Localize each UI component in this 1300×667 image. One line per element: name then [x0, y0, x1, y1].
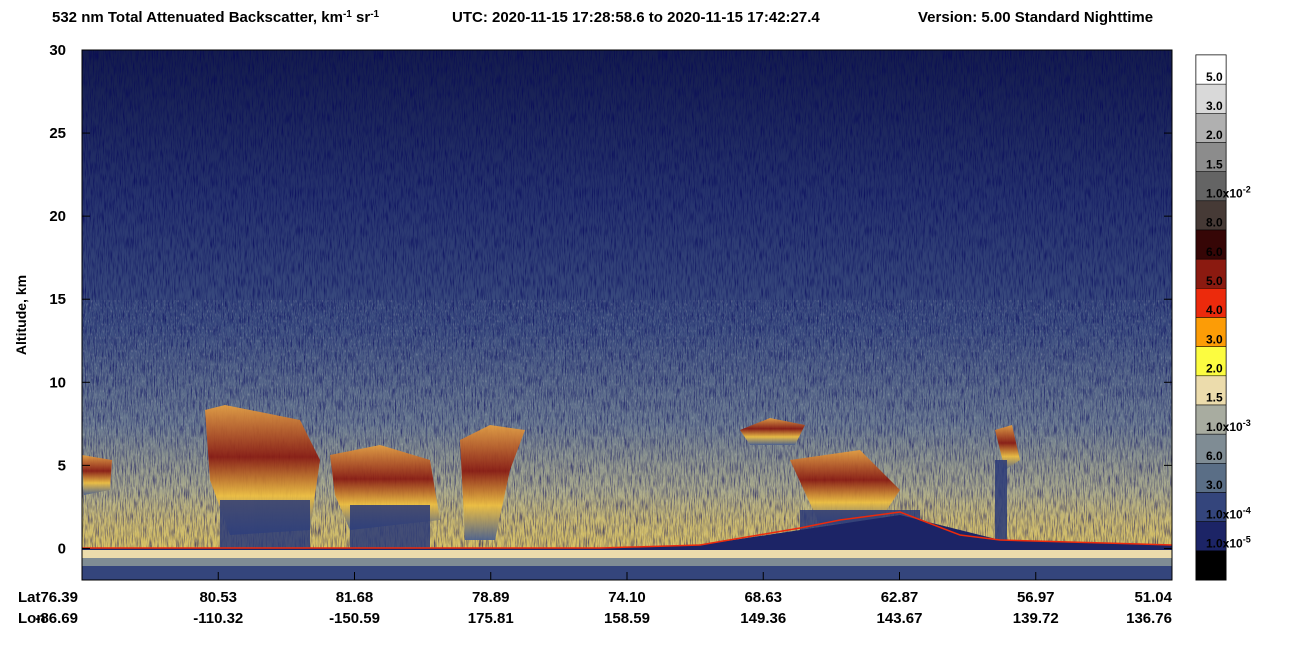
y-tick-label: 25	[49, 125, 66, 142]
x-row-label: Lon	[18, 610, 46, 627]
chart-title: 532 nm Total Attenuated Backscatter, km-…	[52, 9, 380, 27]
y-tick-label: 15	[49, 291, 66, 308]
colorbar-swatch	[1195, 54, 1227, 85]
colorbar-label: 1.5	[1206, 391, 1223, 405]
colorbar-label: 2.0	[1206, 128, 1223, 142]
lat-label: 80.53	[199, 589, 237, 606]
colorbar-label-text: 1.0x10	[1206, 537, 1243, 551]
colorbar-swatch	[1195, 83, 1227, 114]
lon-label: -86.69	[35, 610, 78, 627]
colorbar-label-text: 3.0	[1206, 478, 1223, 492]
title-part: 532 nm Total Attenuated Backscatter, km	[52, 9, 343, 26]
colorbar-swatch	[1195, 521, 1227, 552]
colorbar-swatch	[1195, 492, 1227, 522]
colorbar-swatch	[1195, 229, 1227, 260]
colorbar-label: 5.0	[1206, 274, 1223, 288]
colorbar-label: 1.0x10-2	[1206, 185, 1251, 201]
colorbar-label-text: 1.5	[1206, 391, 1223, 405]
lon-label: -110.32	[193, 610, 243, 627]
colorbar-swatch	[1195, 288, 1227, 318]
colorbar-label-text: 6.0	[1206, 245, 1223, 259]
title-superscript: -1	[370, 9, 379, 20]
colorbar-label-text: 1.0x10	[1206, 507, 1243, 521]
title-part: sr	[352, 9, 371, 26]
colorbar-label: 1.0x10-5	[1206, 535, 1251, 551]
lat-label: 68.63	[744, 589, 782, 606]
colorbar-label: 8.0	[1206, 216, 1223, 230]
colorbar-label-exponent: -3	[1243, 418, 1251, 428]
colorbar-swatch	[1195, 258, 1227, 289]
lat-label: 78.89	[472, 589, 510, 606]
lon-label: 175.81	[468, 610, 514, 627]
time-range: UTC: 2020-11-15 17:28:58.6 to 2020-11-15…	[452, 9, 820, 26]
colorbar-label: 1.0x10-4	[1206, 505, 1251, 521]
colorbar-label-text: 2.0	[1206, 128, 1223, 142]
x-row-label: Lat	[18, 589, 41, 606]
colorbar-swatch	[1195, 433, 1227, 464]
y-tick-label: 30	[49, 42, 66, 59]
colorbar-label: 3.0	[1206, 332, 1223, 346]
y-tick-label: 10	[49, 374, 66, 391]
lat-label: 81.68	[336, 589, 374, 606]
backscatter-image	[82, 50, 1172, 580]
colorbar-swatch	[1195, 113, 1227, 143]
colorbar-label: 3.0	[1206, 99, 1223, 113]
lon-label: 136.76	[1126, 610, 1172, 627]
colorbar-label: 2.0	[1206, 362, 1223, 376]
colorbar-label-text: 8.0	[1206, 216, 1223, 230]
colorbar-label-exponent: -4	[1243, 505, 1251, 515]
colorbar-label: 1.5	[1206, 157, 1223, 171]
y-tick-label: 5	[58, 457, 66, 474]
colorbar-label-text: 2.0	[1206, 362, 1223, 376]
lat-label: 76.39	[40, 589, 78, 606]
colorbar-swatch	[1195, 200, 1227, 231]
colorbar-label-text: 1.5	[1206, 157, 1223, 171]
y-axis-label: Altitude, km	[13, 275, 29, 355]
colorbar-label-text: 5.0	[1206, 274, 1223, 288]
colorbar-label: 6.0	[1206, 449, 1223, 463]
y-tick-label: 0	[58, 540, 66, 557]
y-tick-label: 20	[49, 208, 66, 225]
colorbar-label-text: 1.0x10	[1206, 187, 1243, 201]
colorbar-swatch	[1195, 404, 1227, 435]
colorbar-label: 6.0	[1206, 245, 1223, 259]
colorbar-swatch	[1195, 171, 1227, 202]
colorbar-swatch	[1195, 463, 1227, 493]
lon-label: -150.59	[329, 610, 380, 627]
title-superscript: -1	[343, 9, 352, 20]
colorbar-label-text: 3.0	[1206, 332, 1223, 346]
colorbar-label-text: 4.0	[1206, 303, 1223, 317]
colorbar-label-text: 1.0x10	[1206, 420, 1243, 434]
colorbar-label: 4.0	[1206, 303, 1223, 317]
lat-label: 56.97	[1017, 589, 1055, 606]
colorbar-label: 5.0	[1206, 70, 1223, 84]
colorbar-label: 1.0x10-3	[1206, 418, 1251, 434]
version: Version: 5.00 Standard Nighttime	[918, 9, 1153, 26]
lon-label: 143.67	[877, 610, 923, 627]
colorbar-label-text: 3.0	[1206, 99, 1223, 113]
lon-label: 149.36	[740, 610, 786, 627]
colorbar-swatch	[1195, 346, 1227, 377]
colorbar-swatch	[1195, 142, 1227, 172]
colorbar-swatch	[1195, 317, 1227, 347]
lon-label: 139.72	[1013, 610, 1059, 627]
colorbar-label-text: 5.0	[1206, 70, 1223, 84]
colorbar-swatch	[1195, 550, 1227, 581]
colorbar-swatch	[1195, 375, 1227, 406]
lat-label: 74.10	[608, 589, 646, 606]
lon-label: 158.59	[604, 610, 650, 627]
colorbar-label-exponent: -2	[1243, 185, 1251, 195]
lat-label: 62.87	[881, 589, 919, 606]
lat-label: 51.04	[1134, 589, 1172, 606]
colorbar-label: 3.0	[1206, 478, 1223, 492]
colorbar-label-text: 6.0	[1206, 449, 1223, 463]
colorbar-label-exponent: -5	[1243, 535, 1251, 545]
